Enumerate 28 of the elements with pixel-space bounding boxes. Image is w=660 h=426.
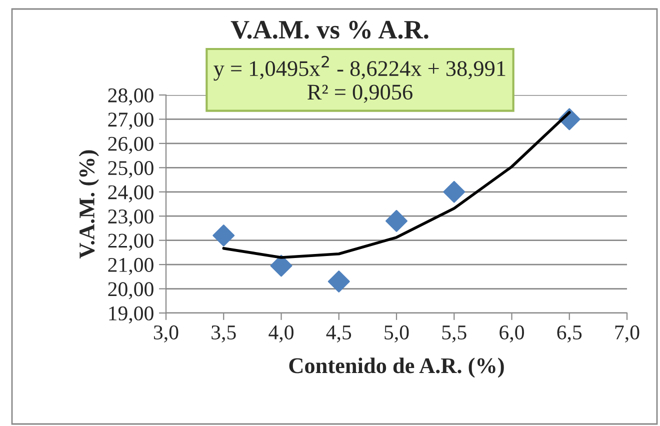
y-tick-label: 25,00 <box>108 161 154 178</box>
x-tick-label: 7,0 <box>615 325 640 342</box>
y-tick-label: 27,00 <box>108 112 154 130</box>
x-tick-label: 4,0 <box>268 325 294 342</box>
x-tick-label: 6,5 <box>557 325 582 342</box>
x-tick-label: 5,0 <box>384 325 409 342</box>
y-tick-label: 24,00 <box>108 185 154 202</box>
y-tick-label: 23,00 <box>108 209 154 227</box>
y-tick-label: 20,00 <box>108 282 154 300</box>
point <box>328 270 350 293</box>
x-tick-label: 3,0 <box>154 325 178 342</box>
y-axis-title: V.A.M. (%) <box>78 150 99 258</box>
x-tick-label: 4,5 <box>326 326 352 342</box>
chart-title: V.A.M. vs % A.R. <box>230 20 428 39</box>
y-tick-label: 21,00 <box>108 258 154 275</box>
annotation: y = 1,0495x$^{2}$ - 8,6224x + 38,991 R² = 0,9056 <box>214 56 506 103</box>
x-tick-label: 3,5 <box>212 325 236 342</box>
y-tick-label: 19,00 <box>109 306 154 324</box>
y-tick-label: 28,00 <box>108 88 154 106</box>
x-tick-label: 5,5 <box>442 326 466 342</box>
point <box>443 180 466 203</box>
point <box>270 254 292 277</box>
point <box>386 210 408 232</box>
y-tick-label: 26,00 <box>108 136 154 154</box>
point <box>212 224 235 246</box>
x-tick-label: 6,0 <box>500 325 524 342</box>
x-axis-title: Contenido de A.R. (%) <box>289 358 504 378</box>
y-tick-label: 22,00 <box>108 234 154 251</box>
